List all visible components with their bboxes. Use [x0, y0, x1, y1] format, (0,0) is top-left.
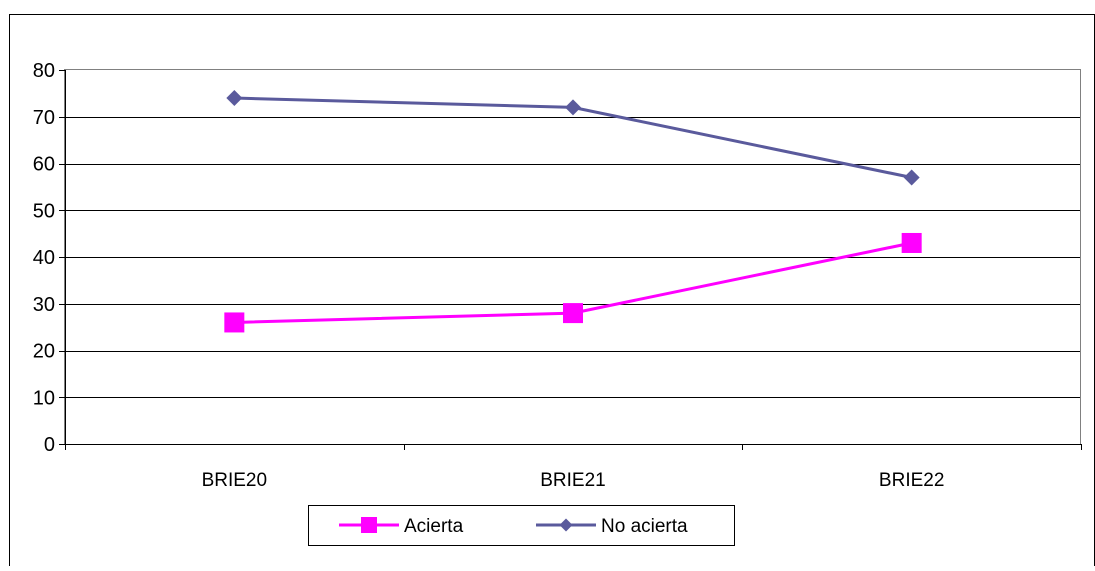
legend-label: No acierta — [601, 516, 688, 537]
y-tick-label: 70 — [33, 107, 55, 129]
gridlines — [65, 117, 1081, 398]
legend-marker — [361, 517, 377, 533]
data-point — [224, 312, 245, 333]
y-tick-label: 60 — [33, 154, 55, 176]
axes: 0 10 20 30 40 50 60 70 80 BRIE20 BRIE21 BRIE22 — [33, 60, 1082, 491]
y-tick-label: 40 — [33, 247, 55, 269]
data-point — [226, 90, 243, 107]
data-point — [903, 169, 920, 186]
x-tick-label: BRIE22 — [879, 470, 944, 491]
y-tick-label: 20 — [33, 341, 55, 363]
legend-label: Acierta — [404, 516, 464, 537]
x-tick-label: BRIE20 — [202, 470, 267, 491]
y-tick-label: 50 — [33, 200, 55, 222]
series — [224, 90, 922, 333]
legend-entry: Acierta — [339, 516, 464, 537]
data-point — [901, 232, 922, 253]
data-point — [563, 303, 583, 324]
legend-items: Acierta No acierta — [339, 516, 688, 537]
y-tick-label: 10 — [33, 387, 55, 409]
y-tick-label: 30 — [33, 294, 55, 316]
legend: Acierta No acierta — [308, 505, 735, 546]
y-tick-label: 80 — [33, 60, 55, 82]
legend-marker — [559, 518, 573, 532]
x-tick-label: BRIE21 — [540, 470, 605, 491]
legend-entry: No acierta — [536, 516, 688, 537]
series-acierta — [224, 232, 922, 333]
y-tick-label: 0 — [44, 434, 55, 456]
data-point — [565, 99, 581, 116]
series-no-acierta — [226, 90, 920, 186]
